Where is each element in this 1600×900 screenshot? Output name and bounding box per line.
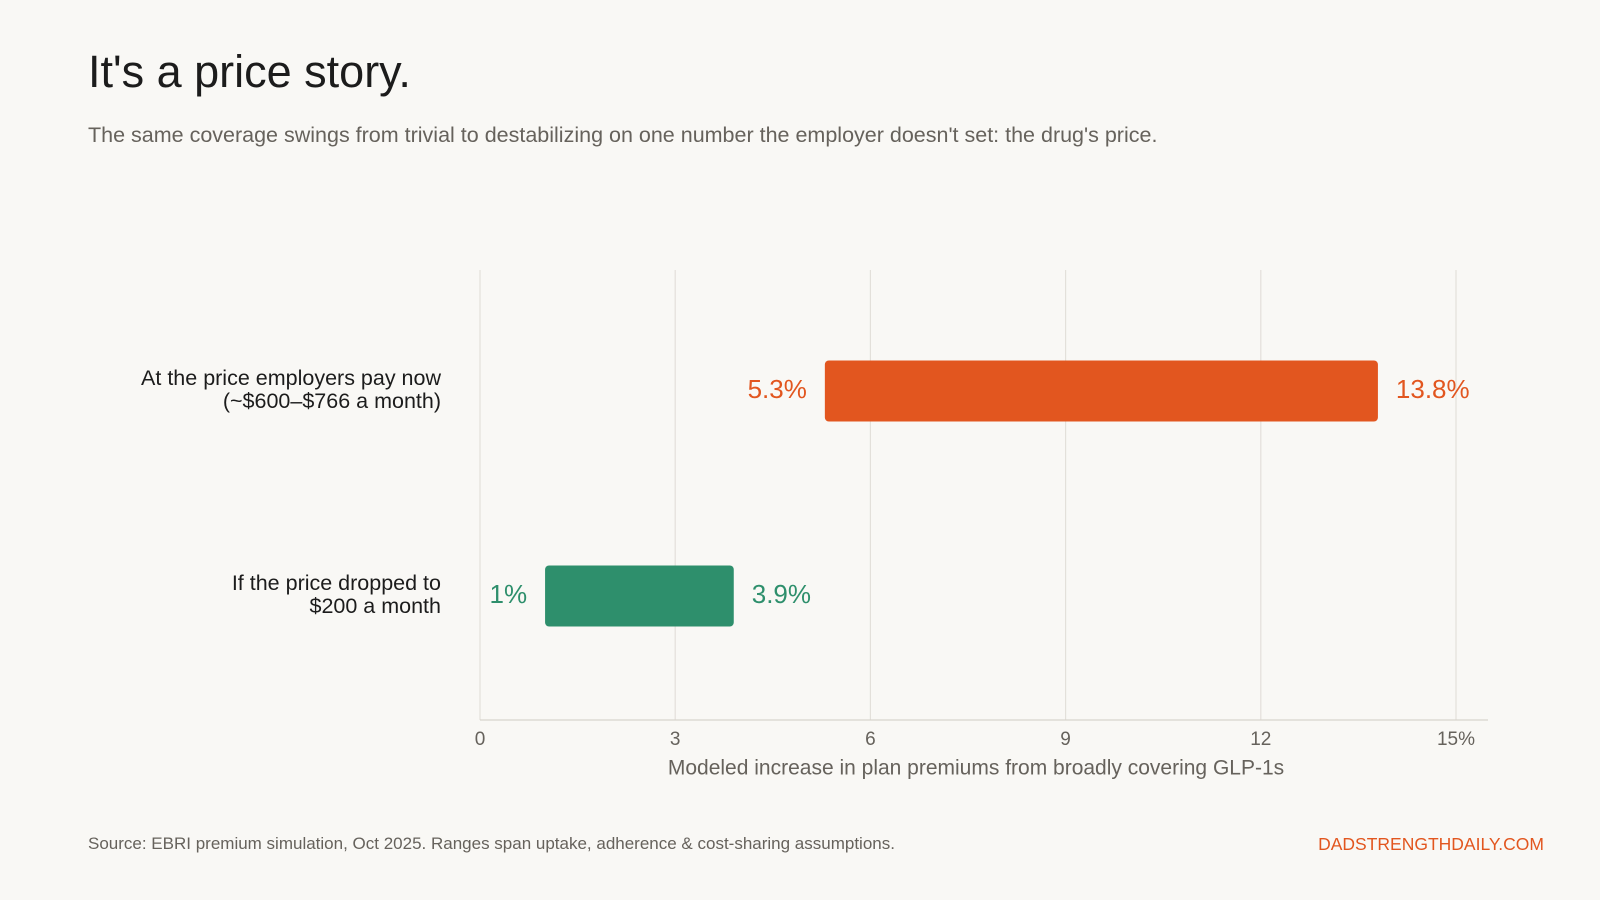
low-value-label: 1%	[489, 579, 527, 609]
x-axis-label: Modeled increase in plan premiums from b…	[668, 757, 1284, 780]
x-tick-label: 15%	[1437, 729, 1475, 750]
category-label: At the price employers pay now	[141, 366, 441, 390]
chart-subtitle: The same coverage swings from trivial to…	[88, 123, 1158, 147]
range-bar	[824, 360, 1378, 422]
brand-link[interactable]: DADSTRENGTHDAILY.COM	[1318, 834, 1544, 854]
category-label: If the price dropped to	[232, 571, 441, 595]
high-value-label: 13.8%	[1396, 374, 1470, 404]
range-bar	[545, 565, 734, 627]
gridlines	[479, 270, 1457, 720]
chart-title: It's a price story.	[88, 46, 411, 97]
low-value-label: 5.3%	[748, 374, 807, 404]
x-tick-label: 6	[865, 729, 876, 750]
x-tick-label: 0	[475, 729, 486, 750]
category-label: $200 a month	[310, 594, 442, 618]
labels: 5.3% 13.8% At the price employers pay now(…	[141, 366, 1470, 618]
x-tick-label: 3	[670, 729, 681, 750]
x-tick-label: 12	[1250, 729, 1271, 750]
bars	[545, 360, 1378, 627]
category-label: (~$600–$766 a month)	[223, 389, 441, 413]
x-tick-label: 9	[1060, 729, 1071, 750]
source-note: Source: EBRI premium simulation, Oct 202…	[88, 834, 895, 853]
x-axis: 0 3 6 9 12 15% Modeled increase in plan premiu…	[475, 719, 1488, 780]
high-value-label: 3.9%	[752, 579, 811, 609]
